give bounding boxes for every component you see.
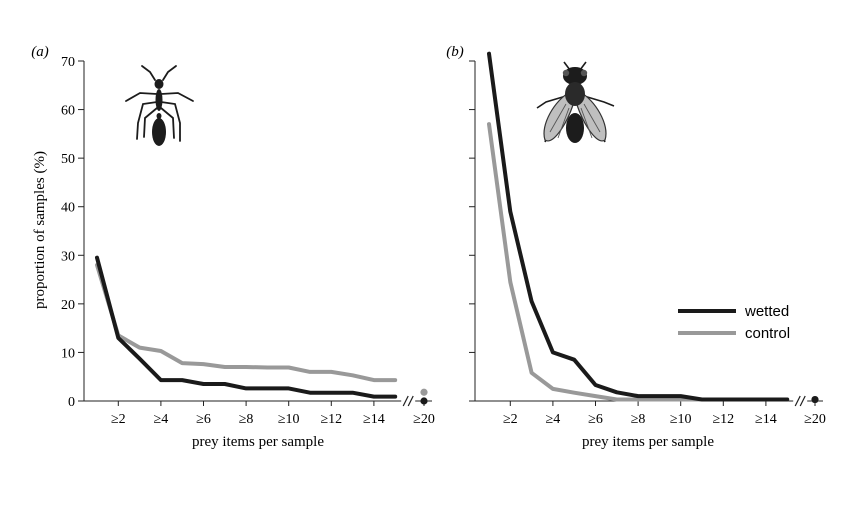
- x-tick-label: ≥4: [154, 412, 169, 427]
- fly-icon: [536, 61, 615, 143]
- x-tick-label: ≥14: [363, 412, 385, 427]
- axes-a: [78, 60, 432, 407]
- x-tick-label: ≥12: [320, 412, 342, 427]
- ant-icon: [125, 65, 194, 146]
- panel-b: (b) prey items per sample ≥2 ≥4 ≥6 ≥8 ≥10 ≥12…: [446, 44, 826, 450]
- series-line-control: [95, 263, 398, 383]
- series-line-control: [487, 122, 790, 402]
- axis-break-mark: [402, 395, 409, 407]
- panel-label-b: (b): [446, 44, 464, 60]
- x-axis-label-a: prey items per sample: [192, 434, 324, 450]
- x-tick-label: ≥14: [755, 412, 777, 427]
- x-tick-label: ≥8: [239, 412, 254, 427]
- y-tick-label: 50: [61, 152, 75, 167]
- axis-break-mark: [407, 395, 414, 407]
- series-line-wetted: [95, 255, 398, 399]
- panel-label-a: (a): [31, 44, 49, 60]
- legend-label-wetted: wetted: [744, 303, 789, 320]
- series-lines-b: [487, 51, 819, 404]
- break-point-wetted: [811, 395, 819, 404]
- x-tick-label: ≥10: [670, 412, 692, 427]
- axes-b: [469, 60, 823, 407]
- y-tick-label: 70: [61, 55, 75, 70]
- y-tick-label: 20: [61, 298, 75, 313]
- y-tick-label: 40: [61, 201, 75, 216]
- x-tick-label-break: ≥20: [413, 412, 435, 427]
- x-tick-label: ≥6: [588, 412, 603, 427]
- panel-a: (a) proportion of samples (%) prey items…: [31, 44, 435, 450]
- legend-label-control: control: [745, 325, 790, 342]
- axis-break-mark: [799, 395, 806, 407]
- x-tick-label: ≥8: [631, 412, 646, 427]
- x-tick-label: ≥2: [503, 412, 518, 427]
- x-tick-label: ≥12: [712, 412, 734, 427]
- x-axis-label-b: prey items per sample: [582, 434, 714, 450]
- x-tick-label: ≥4: [546, 412, 561, 427]
- legend: wetted control: [678, 303, 790, 342]
- x-tick-label-break: ≥20: [804, 412, 826, 427]
- series-line-wetted: [487, 51, 790, 402]
- tick-labels-a: 0 10 20 30 40 50 60 70 ≥2 ≥4 ≥6 ≥8 ≥10 ≥12 ≥14 ≥20: [61, 55, 435, 427]
- x-tick-label: ≥2: [111, 412, 126, 427]
- y-tick-label: 10: [61, 346, 75, 361]
- break-point-wetted: [420, 397, 428, 405]
- y-tick-label: 60: [61, 104, 75, 119]
- x-tick-label: ≥6: [196, 412, 211, 427]
- y-tick-label: 0: [68, 395, 75, 410]
- y-tick-label: 30: [61, 249, 75, 264]
- y-axis-label: proportion of samples (%): [32, 151, 48, 309]
- tick-labels-b: ≥2 ≥4 ≥6 ≥8 ≥10 ≥12 ≥14 ≥20: [503, 412, 826, 427]
- axis-break-mark: [794, 395, 801, 407]
- x-tick-label: ≥10: [278, 412, 300, 427]
- break-point-control: [420, 388, 428, 396]
- series-lines-a: [95, 255, 428, 405]
